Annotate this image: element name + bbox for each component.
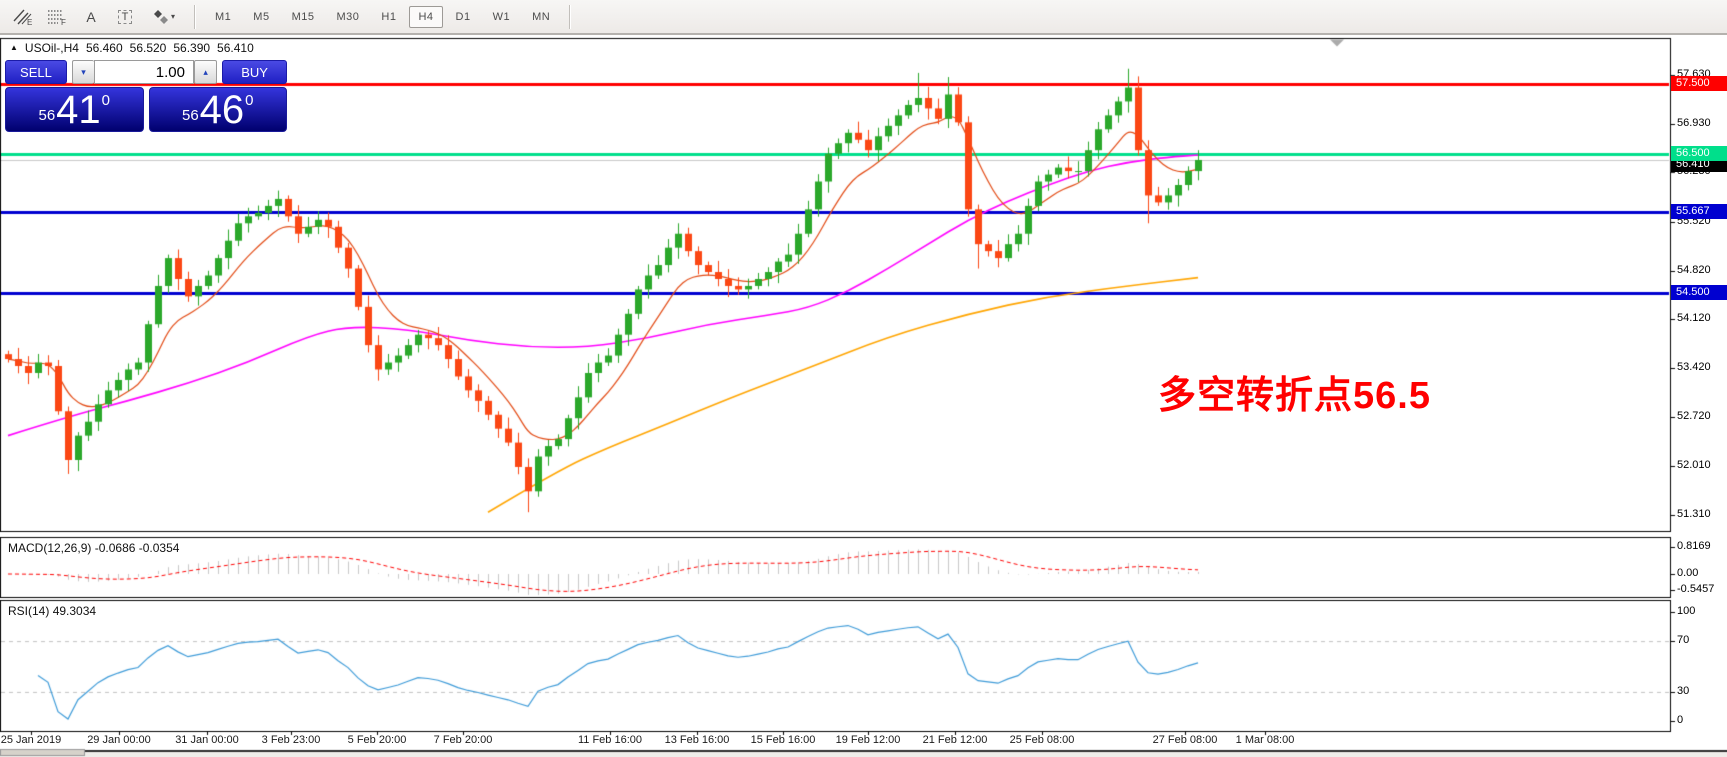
- text-tool-icon: A: [86, 8, 96, 25]
- timeframe-button-m1[interactable]: M1: [215, 10, 232, 23]
- price-tick-label: 56.930: [1677, 117, 1711, 129]
- timeframe-button-w1[interactable]: W1: [492, 10, 511, 23]
- dropdown-caret-icon: ▾: [170, 12, 175, 21]
- text-label-icon: T: [117, 9, 133, 24]
- price-tick-label: 51.310: [1677, 508, 1711, 520]
- volume-increase-button[interactable]: ▴: [193, 60, 218, 84]
- time-axis-label: 7 Feb 20:00: [433, 734, 493, 746]
- chart-text-annotation[interactable]: 多空转折点56.5: [1158, 375, 1431, 417]
- ohlc-low: 56.390: [173, 41, 211, 55]
- time-axis-label: 27 Feb 08:00: [1152, 734, 1218, 746]
- toolbar: E F A T ▾ M1 M5 M15 M30 H1 H4 D1 W1 MN: [0, 0, 1727, 35]
- rsi-scale-label: 30: [1677, 685, 1690, 697]
- price-badge: 56.500: [1671, 146, 1727, 161]
- price-tick-label: 52.010: [1677, 459, 1711, 471]
- rsi-scale-label: 100: [1677, 605, 1696, 617]
- ohlc-high: 56.520: [129, 41, 167, 55]
- svg-text:F: F: [61, 18, 66, 26]
- timeframe-button-mn[interactable]: MN: [532, 10, 551, 23]
- timeframe-button-m5[interactable]: M5: [253, 10, 270, 23]
- macd-scale-label: 0.8169: [1677, 540, 1711, 552]
- buy-price-point: 0: [245, 92, 254, 109]
- one-click-trade-panel: SELL ▾ 1.00 ▴ BUY 56 41 0 56 46 0: [5, 60, 287, 132]
- sell-price-handle: 56: [38, 107, 56, 124]
- time-axis-label: 21 Feb 12:00: [922, 734, 988, 746]
- macd-scale-label: 0.00: [1677, 567, 1699, 579]
- buy-price-handle: 56: [181, 107, 199, 124]
- timeframe-group: M1 M5 M15 M30 H1 H4 D1 W1 MN: [204, 5, 561, 28]
- time-axis-label: 31 Jan 00:00: [175, 734, 239, 746]
- time-axis-label: 19 Feb 12:00: [835, 734, 901, 746]
- buy-button[interactable]: BUY: [222, 60, 287, 84]
- equidistant-channel-icon: E: [13, 9, 32, 26]
- sell-price-panel[interactable]: 56 41 0: [5, 87, 144, 132]
- price-badge: 55.667: [1671, 204, 1727, 219]
- buy-price-pips: 46: [199, 87, 245, 132]
- timeframe-button-h4[interactable]: H4: [409, 5, 443, 28]
- time-axis-label: 15 Feb 16:00: [750, 734, 816, 746]
- time-axis-label: 5 Feb 20:00: [347, 734, 407, 746]
- price-tick-label: 54.820: [1677, 264, 1711, 276]
- fibonacci-lines-button[interactable]: F: [42, 3, 72, 31]
- macd-label: MACD(12,26,9) -0.0686 -0.0354: [8, 541, 180, 555]
- time-axis-label: 11 Feb 16:00: [577, 734, 643, 746]
- symbol-period-label: USOil-,H4: [24, 41, 79, 55]
- rsi-label: RSI(14) 49.3034: [8, 604, 97, 618]
- time-axis-label: 3 Feb 23:00: [261, 734, 321, 746]
- sell-price-point: 0: [101, 92, 111, 109]
- sell-button[interactable]: SELL: [5, 60, 67, 84]
- volume-input[interactable]: 1.00: [94, 60, 194, 84]
- fibonacci-lines-icon: F: [48, 9, 66, 26]
- price-badge: 54.500: [1671, 285, 1727, 300]
- arrow-objects-button[interactable]: ▾: [144, 3, 184, 31]
- arrow-objects-icon: [153, 9, 168, 24]
- price-tick-label: 53.420: [1677, 361, 1711, 373]
- text-label-button[interactable]: T: [110, 3, 140, 31]
- time-axis-label: 13 Feb 16:00: [664, 734, 730, 746]
- toolbar-separator: [194, 4, 196, 29]
- ohlc-close: 56.410: [217, 41, 254, 55]
- collapse-panel-icon[interactable]: ▲: [10, 42, 18, 52]
- time-axis-label: 29 Jan 00:00: [87, 734, 151, 746]
- text-tool-button[interactable]: A: [76, 3, 106, 31]
- price-tick-label: 52.720: [1677, 410, 1711, 422]
- macd-scale-label: -0.5457: [1677, 583, 1715, 595]
- buy-price-panel[interactable]: 56 46 0: [148, 87, 287, 132]
- rsi-scale-label: 0: [1677, 714, 1684, 726]
- trade-controls-row: SELL ▾ 1.00 ▴ BUY: [5, 60, 287, 84]
- ohlc-open: 56.460: [85, 41, 123, 55]
- price-badge: 57.500: [1671, 76, 1727, 91]
- volume-decrease-button[interactable]: ▾: [71, 60, 95, 84]
- timeframe-button-d1[interactable]: D1: [455, 10, 471, 23]
- equidistant-channel-button[interactable]: E: [8, 3, 38, 31]
- price-tick-label: 54.120: [1677, 312, 1711, 324]
- time-axis-label: 25 Jan 2019: [0, 734, 62, 746]
- rsi-scale-label: 70: [1677, 634, 1690, 646]
- time-axis-label: 25 Feb 08:00: [1009, 734, 1075, 746]
- chart-header: ▲ USOil-,H4 56.460 56.520 56.390 56.410: [10, 41, 254, 55]
- timeframe-button-m15[interactable]: M15: [291, 10, 315, 23]
- toolbar-separator: [569, 4, 572, 29]
- svg-text:E: E: [27, 18, 32, 26]
- trade-price-row: 56 41 0 56 46 0: [5, 87, 287, 132]
- sell-price-pips: 41: [56, 87, 101, 132]
- timeframe-button-h1[interactable]: H1: [381, 10, 397, 23]
- timeframe-button-m30[interactable]: M30: [336, 10, 360, 23]
- time-axis-label: 1 Mar 08:00: [1235, 734, 1295, 746]
